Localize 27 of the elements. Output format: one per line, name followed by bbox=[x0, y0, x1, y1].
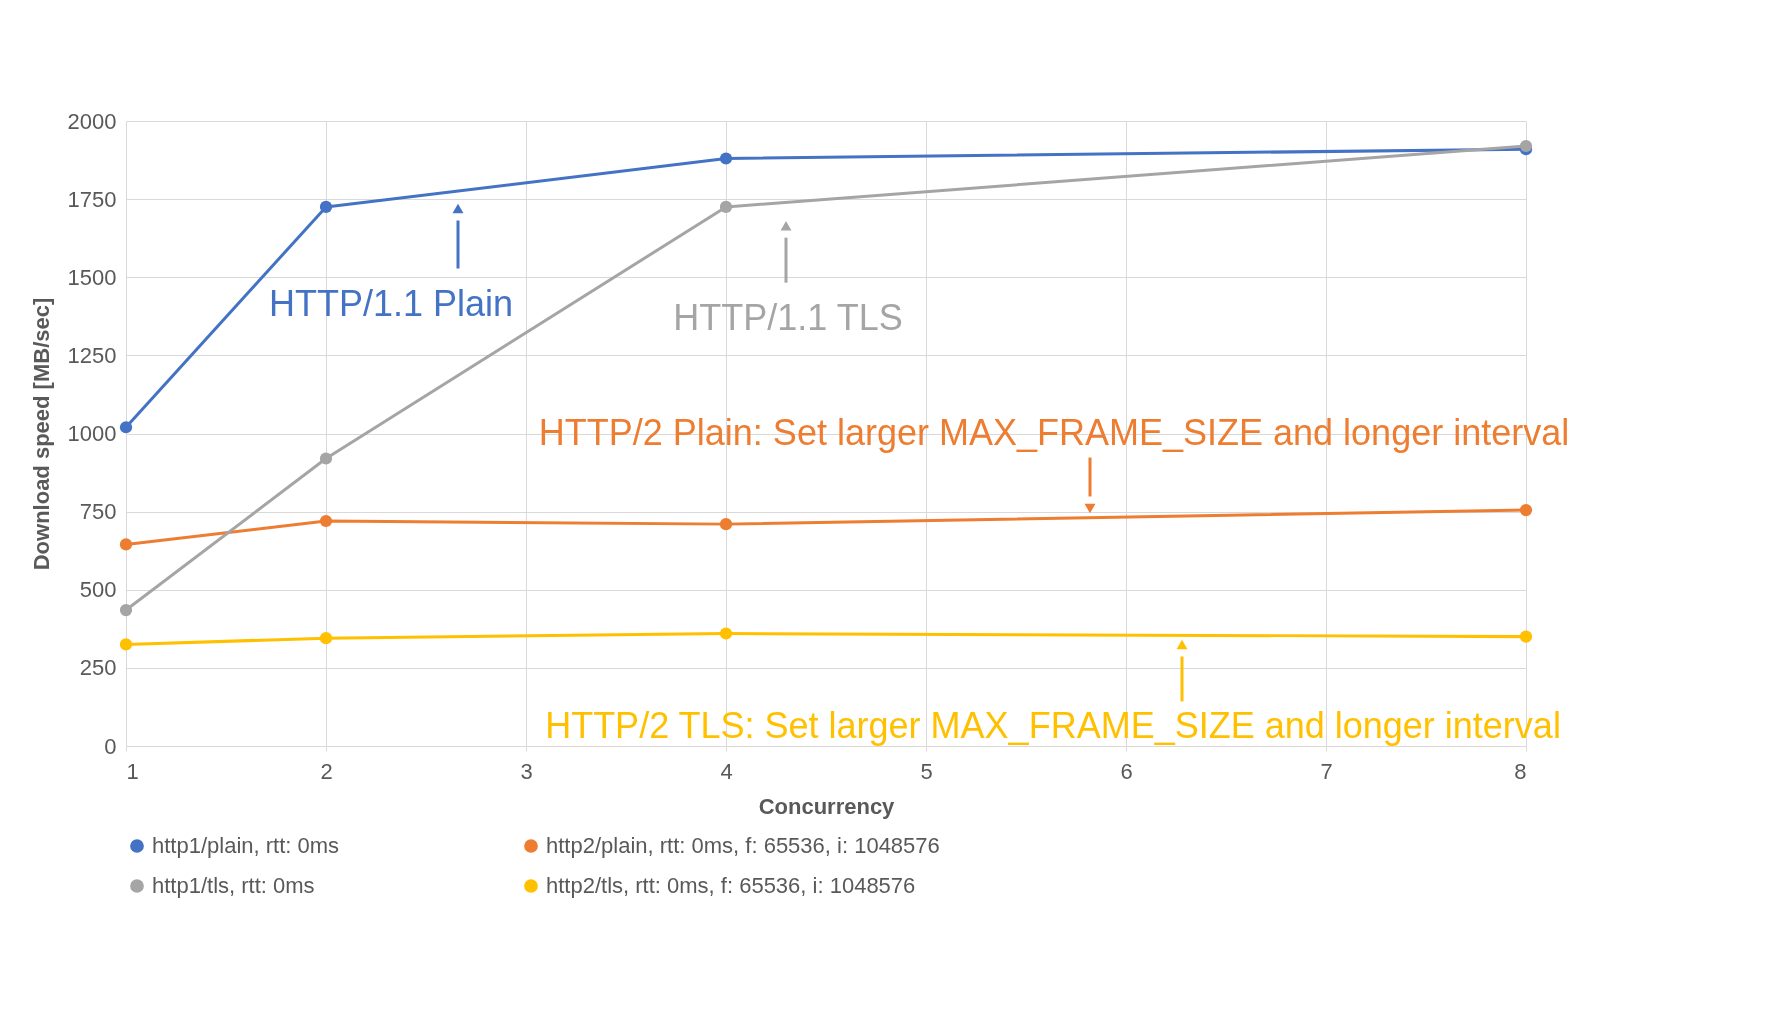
x-tick-label: 7 bbox=[1320, 758, 1333, 784]
y-tick-label: 2000 bbox=[67, 108, 117, 134]
x-tick-label: 8 bbox=[1514, 758, 1527, 784]
y-tick-label: 1000 bbox=[67, 421, 117, 446]
annotation: HTTP/2 TLS: Set larger MAX_FRAME_SIZE and longer interval bbox=[545, 705, 1561, 747]
x-tick-label: 3 bbox=[520, 758, 533, 784]
y-tick-label: 1750 bbox=[67, 186, 117, 212]
y-tick-label: 500 bbox=[79, 577, 117, 603]
y-tick-label: 0 bbox=[104, 733, 117, 759]
x-axis-title: Concurrency bbox=[758, 793, 896, 819]
x-tick-label: 6 bbox=[1120, 758, 1133, 784]
legend-label: http1/plain, rtt: 0ms bbox=[152, 833, 340, 858]
y-tick-label: 750 bbox=[79, 499, 117, 525]
annotation: HTTP/1.1 TLS bbox=[673, 296, 903, 338]
legend-label: http2/tls, rtt: 0ms, f: 65536, i: 1048576 bbox=[546, 873, 916, 898]
annotation: HTTP/1.1 Plain bbox=[268, 282, 514, 324]
x-tick-label: 4 bbox=[720, 758, 733, 784]
y-tick-label: 250 bbox=[79, 655, 117, 681]
y-tick-label: 1250 bbox=[67, 342, 117, 368]
y-tick-label: 1500 bbox=[67, 264, 117, 290]
annotation: HTTP/2 Plain: Set larger MAX_FRAME_SIZE and longer interval bbox=[538, 411, 1570, 453]
x-tick-label: 5 bbox=[920, 758, 933, 784]
x-tick-label: 2 bbox=[320, 758, 333, 784]
x-tick-label: 1 bbox=[126, 758, 139, 784]
legend-label: http1/tls, rtt: 0ms bbox=[152, 873, 315, 898]
legend-label: http2/plain, rtt: 0ms, f: 65536, i: 1048576 bbox=[546, 833, 940, 858]
y-axis-title: Download speed [MB/sec] bbox=[28, 297, 54, 571]
